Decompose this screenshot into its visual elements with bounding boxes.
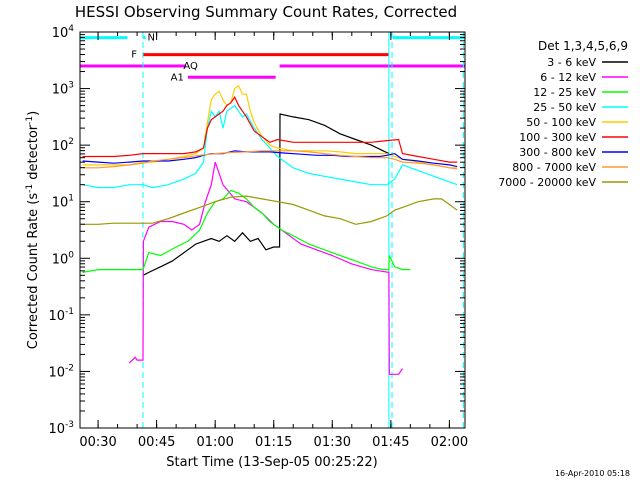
series-line-5 — [82, 95, 458, 163]
series-line-8 — [82, 195, 458, 225]
legend-label-1: 6 - 12 keV — [540, 71, 596, 84]
series-line-0 — [142, 113, 390, 276]
legend-label-3: 25 - 50 keV — [533, 101, 596, 114]
flag-label-a1: A1 — [171, 72, 184, 83]
legend-label-0: 3 - 6 keV — [547, 56, 596, 69]
footer-timestamp: 16-Apr-2010 05:18 — [555, 469, 630, 478]
y-tick-label-3: 100 — [52, 250, 75, 267]
legend-label-8: 7000 - 20000 keV — [498, 176, 596, 189]
legend-title: Det 1,3,4,5,6,9 — [538, 39, 628, 53]
series-line-3 — [82, 104, 458, 189]
legend: 3 - 6 keV 6 - 12 keV 12 - 25 keV 25 - 50 ke… — [498, 56, 628, 189]
legend-label-4: 50 - 100 keV — [526, 116, 596, 129]
legend-label-6: 300 - 800 keV — [519, 146, 596, 159]
plot-frame — [79, 31, 466, 429]
legend-label-5: 100 - 300 keV — [519, 131, 596, 144]
x-tick-label-3: 01:15 — [255, 435, 292, 450]
x-axis-ticks: 00:30 00:45 01:00 01:15 01:30 01:45 02:00 — [79, 32, 468, 450]
series-line-2 — [82, 189, 411, 273]
chart-title: HESSI Observing Summary Count Rates, Cor… — [75, 3, 457, 21]
x-tick-label-4: 01:30 — [314, 435, 351, 450]
flag-label-n: N — [147, 33, 154, 44]
y-tick-label-0: 10-3 — [48, 420, 74, 437]
flag-label-f: F — [131, 50, 137, 61]
flag-label-aq: AQ — [183, 61, 198, 72]
x-tick-label-5: 01:45 — [372, 435, 409, 450]
y-tick-label-5: 102 — [52, 137, 74, 154]
y-tick-label-1: 10-2 — [48, 363, 74, 380]
x-tick-label-2: 01:00 — [196, 435, 233, 450]
series-line-4 — [82, 84, 458, 169]
x-tick-label-6: 02:00 — [431, 435, 468, 450]
y-tick-label-7: 104 — [52, 24, 75, 41]
x-tick-label-0: 00:30 — [79, 435, 116, 450]
y-axis-ticks: 10-3 10-2 10-1 100 101 102 103 104 — [48, 24, 465, 437]
y-tick-label-4: 101 — [52, 194, 74, 211]
legend-label-7: 800 - 7000 keV — [512, 161, 596, 174]
x-tick-label-1: 00:45 — [138, 435, 175, 450]
y-tick-label-2: 10-1 — [48, 307, 74, 324]
y-axis-label: Corrected Count Rate (s-1 detector-1) — [25, 111, 41, 349]
series-line-1 — [128, 161, 403, 375]
series-lines — [82, 84, 458, 375]
legend-label-2: 12 - 25 keV — [533, 86, 596, 99]
y-tick-label-6: 103 — [52, 81, 74, 98]
x-axis-label: Start Time (13-Sep-05 00:25:22) — [166, 455, 377, 470]
series-line-7 — [82, 150, 458, 170]
